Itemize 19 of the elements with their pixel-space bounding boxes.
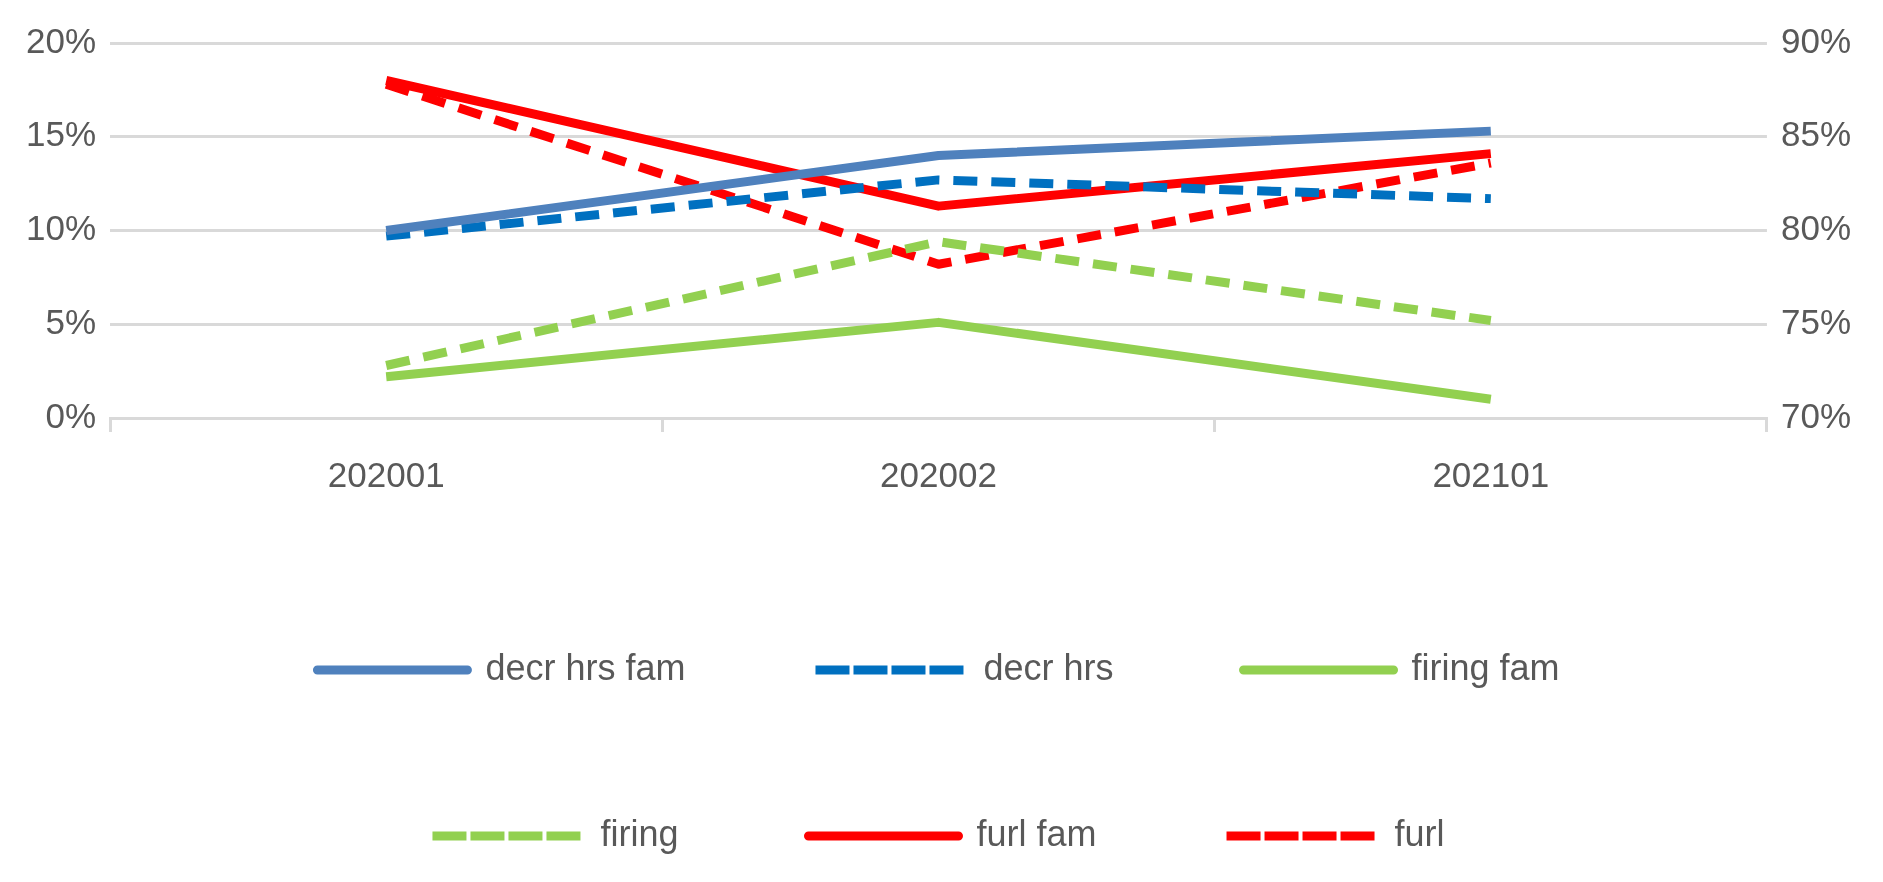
legend-label: decr hrs fam xyxy=(485,646,686,688)
legend-label: firing fam xyxy=(1411,646,1560,688)
y-tick-label: 20% xyxy=(25,20,97,60)
legend-label: firing xyxy=(600,812,679,854)
y2-tick-label: 75% xyxy=(1780,301,1852,341)
y-tick-label: 10% xyxy=(25,208,97,248)
y-tick-label: 5% xyxy=(45,301,97,341)
y2-tick-label: 85% xyxy=(1780,114,1852,154)
y2-tick-label: 80% xyxy=(1780,208,1852,248)
legend-label: decr hrs xyxy=(983,646,1114,688)
y-tick-label: 0% xyxy=(45,395,97,435)
y-tick-label: 15% xyxy=(25,114,97,154)
y2-tick-label: 70% xyxy=(1780,395,1852,435)
x-tick-label: 202001 xyxy=(327,454,445,494)
x-tick-label: 202002 xyxy=(880,454,997,494)
legend-label: furl fam xyxy=(976,812,1097,854)
y2-tick-label: 90% xyxy=(1780,20,1852,60)
legend-label: furl xyxy=(1394,812,1445,854)
x-tick-label: 202101 xyxy=(1432,454,1550,494)
